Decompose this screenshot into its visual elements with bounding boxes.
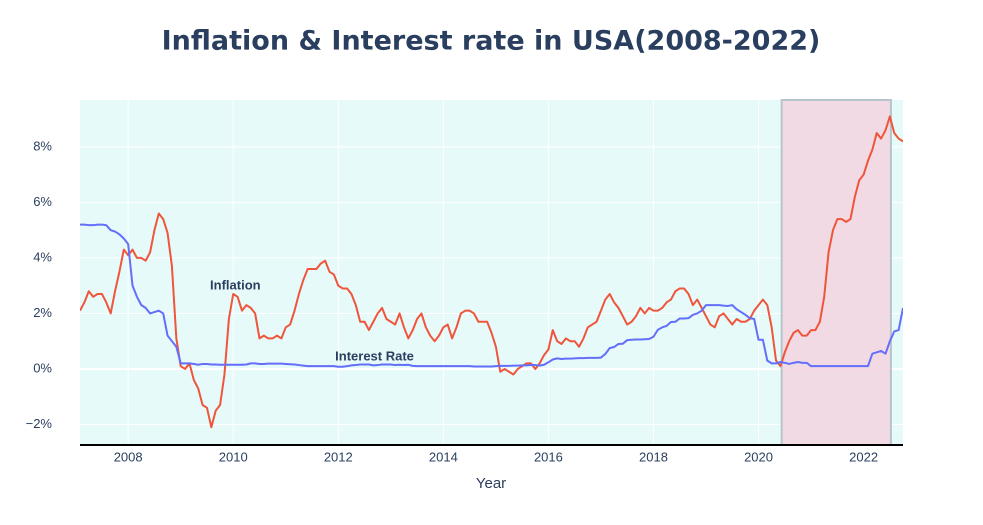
- annotation: Inflation: [210, 277, 261, 292]
- x-tick-label: 2018: [639, 449, 668, 464]
- series-line: [80, 115, 903, 429]
- y-tick-label: −2%: [26, 416, 53, 431]
- x-tick-label: 2008: [114, 449, 143, 464]
- y-tick-label: 8%: [33, 138, 52, 153]
- chart-title: Inflation & Interest rate in USA(2008-20…: [162, 26, 821, 57]
- x-tick-label: 2010: [219, 449, 248, 464]
- highlight-region: [780, 99, 892, 446]
- x-axis-title: Year: [476, 475, 506, 492]
- x-tick-label: 2012: [324, 449, 353, 464]
- x-tick-label: 2020: [744, 449, 773, 464]
- annotation: Interest Rate: [335, 348, 414, 363]
- x-tick-label: 2016: [534, 449, 563, 464]
- y-tick-label: 4%: [33, 249, 52, 264]
- y-tick-label: 0%: [33, 360, 52, 375]
- plot-background: [80, 100, 903, 445]
- plot-lines: [80, 115, 903, 429]
- x-tick-label: 2022: [849, 449, 878, 464]
- x-tick-label: 2014: [429, 449, 458, 464]
- y-tick-label: 6%: [33, 194, 52, 209]
- series-line: [80, 223, 903, 368]
- y-tick-label: 2%: [33, 305, 52, 320]
